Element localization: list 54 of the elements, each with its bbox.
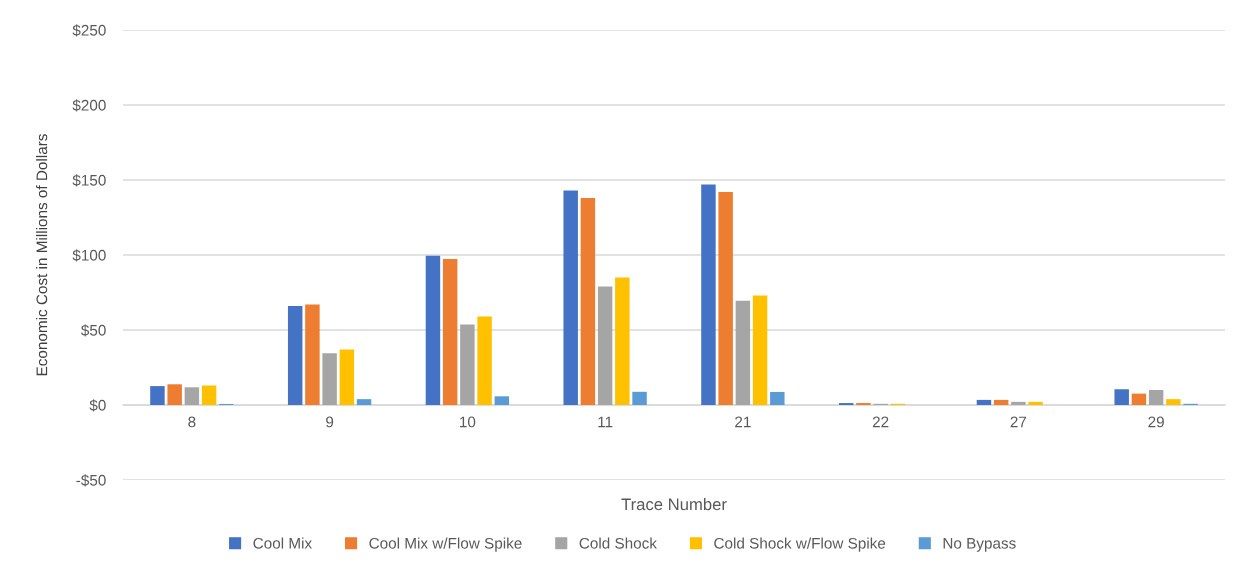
legend-label: Cool Mix w/Flow Spike: [369, 537, 522, 552]
bar: [305, 304, 320, 405]
bar: [339, 349, 355, 405]
bar: [993, 399, 1009, 405]
bar: [460, 324, 475, 405]
x-tick-label: 22: [872, 416, 889, 428]
bar: [718, 192, 733, 405]
bar: [770, 391, 785, 405]
y-tick-label: $250: [72, 24, 106, 37]
x-tick-label: 21: [735, 416, 751, 428]
legend-label: No Bypass: [943, 538, 1016, 552]
y-tick-label: -$50: [76, 474, 106, 487]
bar: [580, 198, 596, 405]
x-tick-label: 11: [598, 416, 613, 428]
bar: [150, 386, 165, 405]
bar: [287, 306, 303, 405]
bar: [1166, 399, 1181, 405]
legend-label: Cold Shock: [579, 537, 657, 549]
bar: [425, 255, 441, 405]
bar: [1028, 401, 1043, 405]
bar: [1011, 401, 1026, 405]
bar: [597, 286, 613, 405]
bar: [615, 277, 630, 405]
bar: [322, 353, 337, 405]
bar: [201, 385, 217, 405]
bar: [632, 391, 647, 405]
legend-label: Cold Shock w/Flow Spike: [714, 537, 886, 552]
bar: [356, 399, 372, 405]
bar: [167, 384, 182, 405]
bar: [477, 316, 492, 405]
x-tick-label: 27: [1010, 416, 1027, 428]
x-tick-label: 8: [188, 416, 196, 428]
bar: [494, 396, 510, 405]
y-tick-label: $200: [72, 99, 106, 112]
x-tick-label: 10: [460, 416, 476, 428]
bar: [1131, 393, 1147, 405]
bar: [976, 399, 992, 405]
bar: [563, 190, 578, 405]
x-tick-label: 9: [326, 416, 334, 428]
y-tick-label: $100: [72, 249, 106, 262]
bar: [442, 259, 458, 405]
bar: [735, 300, 751, 405]
y-axis-title: Economic Cost in Millions of Dollars: [36, 134, 48, 376]
x-tick-label: 29: [1148, 416, 1164, 428]
y-tick-label: $50: [81, 324, 106, 337]
bar: [1114, 389, 1129, 405]
bar: [1148, 390, 1164, 405]
bar: [752, 295, 768, 405]
y-tick-label: $0: [89, 399, 106, 412]
bar: [701, 184, 716, 405]
legend-label: Cool Mix: [253, 537, 312, 549]
bar: [184, 387, 200, 405]
x-axis-title: Trace Number: [621, 498, 727, 511]
y-tick-label: $150: [72, 174, 106, 187]
